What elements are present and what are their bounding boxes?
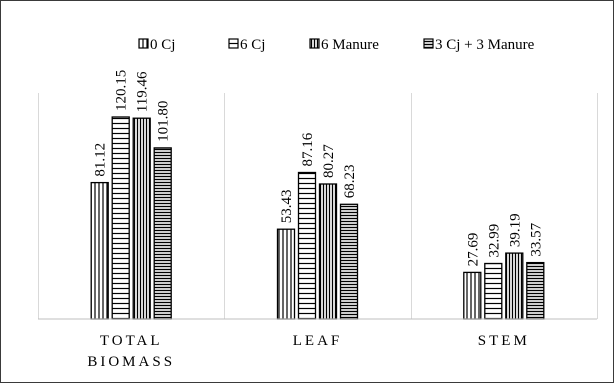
bar-total-biomass-6-cj bbox=[111, 116, 130, 320]
bar-total-biomass-3-cj-3-manure bbox=[153, 147, 172, 320]
category-label-leaf: LEAF bbox=[293, 333, 343, 349]
legend-item-6-manure: 6 Manure bbox=[309, 37, 379, 53]
legend-label-6-cj: 6 Cj bbox=[240, 37, 265, 53]
category-label-total-biomass: TOTAL BIOMASS bbox=[87, 333, 175, 370]
category-separators bbox=[38, 93, 598, 319]
bar-leaf-0-cj bbox=[276, 228, 296, 320]
value-label-stem-6-manure: 39.19 bbox=[507, 213, 523, 247]
bars bbox=[90, 116, 545, 320]
value-label-stem-0-cj: 27.69 bbox=[465, 233, 481, 267]
value-label-leaf-6-manure: 80.27 bbox=[321, 144, 337, 178]
legend-swatch-3-cj-3-manure bbox=[423, 38, 434, 49]
value-label-total-biomass-3-cj-3-manure: 101.80 bbox=[156, 101, 172, 142]
bar-leaf-6-manure bbox=[318, 183, 338, 320]
value-label-total-biomass-6-manure: 119.46 bbox=[135, 71, 151, 112]
legend-swatch-6-cj bbox=[228, 38, 239, 49]
value-labels: 81.12 120.15 119.46 101.80 53.43 87.16 80.27 68… bbox=[93, 70, 545, 267]
value-label-total-biomass-0-cj: 81.12 bbox=[93, 143, 109, 177]
legend-label-0-cj: 0 Cj bbox=[150, 37, 175, 53]
value-label-leaf-3-cj-3-manure: 68.23 bbox=[342, 165, 358, 199]
bar-stem-6-cj bbox=[484, 262, 503, 320]
legend-swatch-0-cj bbox=[138, 38, 149, 49]
bar-total-biomass-6-manure bbox=[132, 117, 151, 320]
legend-item-6-cj: 6 Cj bbox=[228, 37, 265, 53]
legend-label-3-cj-3-manure: 3 Cj + 3 Manure bbox=[435, 37, 535, 53]
value-label-stem-3-cj-3-manure: 33.57 bbox=[528, 222, 544, 256]
bar-stem-6-manure bbox=[505, 252, 524, 320]
bar-stem-0-cj bbox=[463, 271, 482, 320]
bar-total-biomass-0-cj bbox=[90, 181, 109, 320]
category-label-stem: STEM bbox=[478, 333, 530, 349]
legend-label-6-manure: 6 Manure bbox=[321, 37, 379, 53]
legend-item-3-cj-3-manure: 3 Cj + 3 Manure bbox=[423, 37, 535, 53]
legend-swatch-6-manure bbox=[309, 38, 320, 49]
value-label-stem-6-cj: 32.99 bbox=[486, 224, 502, 258]
value-label-leaf-0-cj: 53.43 bbox=[279, 189, 295, 223]
bar-leaf-6-cj bbox=[297, 171, 317, 320]
bar-stem-3-cj-3-manure bbox=[526, 261, 545, 320]
value-label-leaf-6-cj: 87.16 bbox=[300, 132, 316, 166]
legend-item-0-cj: 0 Cj bbox=[138, 37, 175, 53]
bar-leaf-3-cj-3-manure bbox=[339, 203, 359, 320]
category-labels: TOTAL BIOMASS LEAF STEM bbox=[87, 333, 530, 370]
legend: 0 Cj 6 Cj 6 Manure 3 Cj + 3 Manure bbox=[138, 37, 535, 53]
value-label-total-biomass-6-cj: 120.15 bbox=[114, 70, 130, 111]
